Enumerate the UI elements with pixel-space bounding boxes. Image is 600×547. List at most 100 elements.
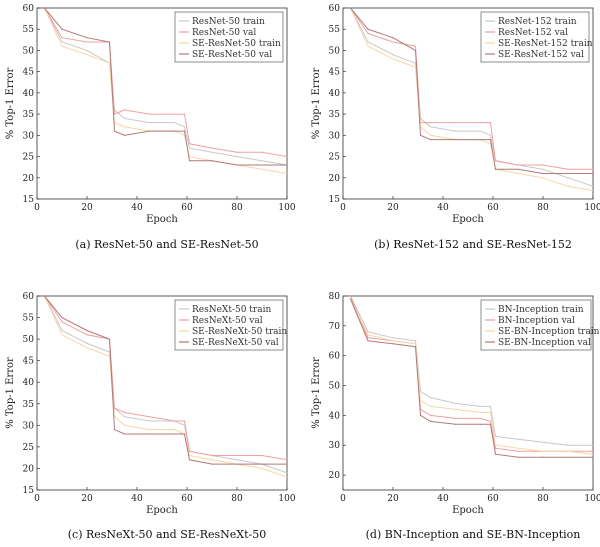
series-point bbox=[183, 126, 186, 128]
series-point bbox=[183, 420, 186, 422]
series-point bbox=[61, 45, 63, 47]
series-point bbox=[261, 160, 263, 162]
series-point bbox=[86, 54, 88, 56]
series-point bbox=[286, 172, 287, 175]
series-point bbox=[188, 450, 191, 452]
series-point bbox=[454, 402, 457, 405]
series-point bbox=[86, 334, 88, 336]
plot-frame bbox=[36, 7, 288, 200]
series-point bbox=[494, 453, 497, 455]
y-tick-label: 60 bbox=[329, 4, 341, 14]
y-tick-label: 60 bbox=[23, 292, 35, 302]
series-point bbox=[108, 355, 111, 357]
y-tick-label: 15 bbox=[23, 486, 35, 496]
y-tick-label: 70 bbox=[329, 322, 341, 332]
legend-entry: ResNet-50 val bbox=[192, 28, 256, 38]
series-point bbox=[517, 172, 519, 175]
series-point bbox=[414, 66, 417, 69]
series-point bbox=[113, 429, 116, 431]
series-point bbox=[489, 405, 492, 408]
y-tick-label: 50 bbox=[329, 46, 341, 56]
series-point bbox=[392, 337, 394, 339]
legend-entry: SE-ResNeXt-50 train bbox=[192, 327, 287, 337]
x-tick-label: 80 bbox=[231, 494, 243, 504]
y-tick-label: 25 bbox=[23, 153, 35, 163]
series-line-1 bbox=[350, 8, 593, 170]
series-point bbox=[517, 164, 519, 166]
series-point bbox=[494, 435, 497, 437]
series-point bbox=[414, 49, 417, 52]
series-point bbox=[392, 37, 394, 39]
series-point bbox=[261, 467, 263, 470]
series-point bbox=[188, 459, 191, 461]
legend-box bbox=[480, 299, 592, 351]
series-point bbox=[479, 122, 482, 124]
series-point bbox=[211, 147, 213, 149]
series-line-0 bbox=[44, 8, 287, 166]
series-point bbox=[236, 454, 238, 457]
series-point bbox=[261, 168, 263, 170]
y-tick-label: 80 bbox=[329, 292, 341, 302]
series-point bbox=[183, 130, 186, 132]
series-point bbox=[183, 433, 186, 435]
series-point bbox=[429, 420, 432, 422]
series-point bbox=[429, 122, 432, 124]
series-point bbox=[211, 151, 213, 153]
y-tick-label: 25 bbox=[329, 153, 341, 163]
series-line-1 bbox=[44, 8, 287, 158]
series-point bbox=[123, 424, 126, 426]
series-point bbox=[489, 423, 492, 425]
series-point bbox=[367, 32, 369, 35]
y-axis-label: % Top-1 Error bbox=[5, 357, 16, 429]
series-point bbox=[61, 28, 63, 30]
series-point bbox=[286, 164, 287, 166]
series-point bbox=[148, 433, 151, 435]
series-point bbox=[261, 463, 263, 465]
x-tick-label: 100 bbox=[278, 494, 295, 504]
series-point bbox=[173, 420, 176, 422]
series-point bbox=[188, 143, 191, 145]
y-tick-label: 45 bbox=[23, 357, 35, 367]
series-point bbox=[86, 41, 88, 43]
x-tick-label: 20 bbox=[387, 494, 399, 504]
y-tick-label: 60 bbox=[23, 4, 35, 14]
series-point bbox=[148, 416, 151, 418]
series-point bbox=[567, 456, 569, 458]
series-point bbox=[148, 429, 151, 431]
panel-caption: (a) ResNet-50 and SE-ResNet-50 bbox=[75, 238, 258, 251]
series-point bbox=[517, 447, 519, 449]
series-point bbox=[61, 334, 63, 336]
x-tick-label: 20 bbox=[81, 494, 93, 504]
legend-entry: ResNet-152 train bbox=[498, 17, 577, 27]
x-tick-label: 40 bbox=[437, 494, 449, 504]
series-point bbox=[108, 62, 111, 64]
series-line-3 bbox=[350, 298, 593, 458]
legend-entry: BN-Inception val bbox=[498, 316, 575, 326]
plot-frame bbox=[342, 7, 594, 200]
series-point bbox=[61, 41, 63, 43]
series-point bbox=[286, 459, 287, 461]
y-axis-label: % Top-1 Error bbox=[5, 67, 16, 139]
series-point bbox=[123, 134, 126, 136]
legend-entry: SE-ResNet-152 train bbox=[498, 39, 593, 49]
x-tick-label: 60 bbox=[487, 494, 499, 504]
series-point bbox=[349, 8, 352, 9]
series-point bbox=[286, 155, 287, 158]
y-tick-label: 35 bbox=[23, 110, 35, 120]
x-tick-label: 80 bbox=[231, 203, 243, 213]
series-point bbox=[236, 151, 238, 153]
series-line-3 bbox=[44, 296, 287, 465]
series-point bbox=[236, 164, 238, 166]
x-tick-label: 20 bbox=[387, 203, 399, 213]
x-tick-label: 60 bbox=[487, 203, 499, 213]
series-point bbox=[567, 172, 569, 175]
series-point bbox=[43, 296, 46, 297]
series-point bbox=[542, 177, 544, 179]
series-point bbox=[236, 463, 238, 465]
legend-entry: SE-ResNet-152 val bbox=[498, 50, 584, 60]
series-line-2 bbox=[350, 298, 593, 455]
series-point bbox=[489, 411, 492, 413]
series-point bbox=[392, 54, 394, 56]
series-point bbox=[592, 444, 593, 446]
